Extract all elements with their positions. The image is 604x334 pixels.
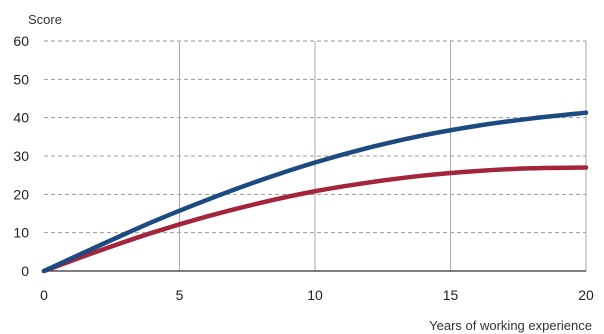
x-tick-label: 10: [307, 287, 323, 303]
series-line-1: [41, 110, 589, 274]
x-tick-label: 20: [578, 287, 594, 303]
y-axis-title: Score: [28, 12, 62, 27]
series-line-2: [41, 165, 589, 274]
y-tick-label: 20: [13, 186, 29, 202]
y-tick-label: 10: [13, 225, 29, 241]
y-tick-label: 50: [13, 71, 29, 87]
tick-labels: 0 10 20 30 40 50 60 0 5 10 15 20: [13, 33, 594, 303]
x-tick-label: 5: [176, 287, 184, 303]
grid: [44, 40, 587, 272]
y-tick-label: 40: [13, 110, 29, 126]
x-tick-label: 0: [40, 287, 48, 303]
x-axis-title: Years of working experience: [429, 318, 592, 333]
y-tick-label: 0: [21, 263, 29, 279]
y-tick-label: 30: [13, 148, 29, 164]
series-layer: [41, 110, 589, 274]
y-tick-label: 60: [13, 33, 29, 49]
x-tick-label: 15: [443, 287, 459, 303]
